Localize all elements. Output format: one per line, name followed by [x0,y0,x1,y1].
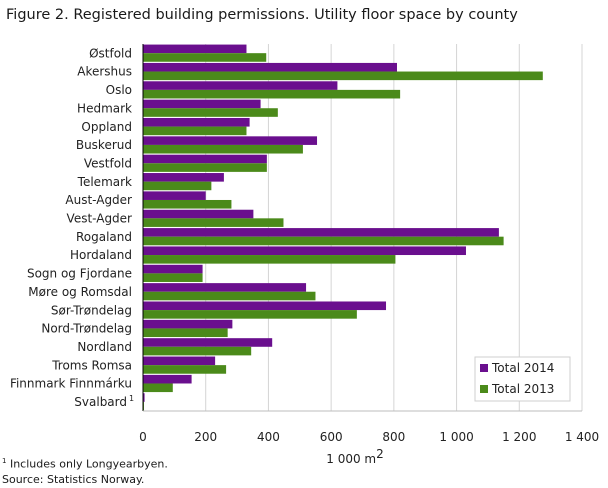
bar-total-2014-aust-agder [143,191,206,200]
x-tick-label: 1 000 [439,430,473,444]
bar-total-2014-troms-romsa [143,356,216,366]
bar-total-2014-oslo [143,81,338,90]
bar-total-2014-hordaland [143,246,466,256]
category-label: Hedmark [77,101,132,115]
category-label: Møre og Romsdal [28,285,132,299]
x-tick-labels: 0 200 400 600 800 1 000 1 200 1 400 [139,430,599,444]
category-label: Aust-Agder [65,193,132,207]
category-label: Sogn og Fjordane [27,267,132,281]
bar-total-2014-akershus [143,62,397,72]
legend-swatch-total-2013 [480,385,488,393]
legend-label-total-2013: Total 2013 [491,382,554,396]
bar-total-2013-rogaland [143,236,504,246]
bar-total-2013-oppland [143,126,247,136]
bar-total-2014-nordland [143,338,273,347]
category-label: Finnmark Finnmárku [10,377,132,391]
bar-total-2014-rogaland [143,228,499,237]
bar-total-2014-ostfold [143,44,247,54]
bar-total-2013-oslo [143,89,401,99]
bar-total-2014-finnmark-finnmarku [143,374,192,384]
bar-total-2014-sor-trondelag [143,301,387,311]
bar-total-2014-oppland [143,117,250,127]
bar-total-2014-hedmark [143,99,261,109]
x-tick-label: 0 [139,430,147,444]
footnote-text: Includes only Longyearbyen. [9,457,168,471]
bar-total-2013-hedmark [143,108,278,117]
category-label: Telemark [77,175,132,189]
bar-total-2013-troms-romsa [143,365,227,374]
legend: Total 2014 Total 2013 [474,356,571,402]
bar-total-2013-vestfold [143,163,267,172]
category-label: Oslo [106,83,132,97]
bar-total-2013-nord-trondelag [143,328,228,338]
bar-total-2013-nordland [143,346,252,356]
x-tick-label: 1 200 [502,430,536,444]
x-axis-label: 1 000 m2 [326,447,384,466]
legend-box [474,356,571,402]
x-tick-label: 1 400 [565,430,599,444]
bar-total-2014-vestfold [143,154,267,164]
category-label: Rogaland [76,230,132,244]
bar-total-2013-aust-agder [143,199,232,209]
category-label: Akershus [77,65,132,79]
category-label: Vestfold [84,156,132,170]
bar-total-2014-telemark [143,173,224,182]
category-label: Nordland [77,340,132,354]
bar-total-2014-more-og-romsdal [143,283,307,292]
chart-title: Figure 2. Registered building permission… [6,7,518,23]
bar-total-2014-svalbard [143,393,145,402]
x-tick-label: 200 [194,430,217,444]
bar-total-2013-finnmark-finnmarku [143,383,173,393]
category-label: Svalbard [74,395,127,409]
category-label: Sør-Trøndelag [51,303,132,317]
x-tick-label: 400 [257,430,280,444]
bar-total-2014-buskerud [143,136,318,145]
grid-lines [205,44,583,411]
x-tick-label: 600 [320,430,343,444]
bar-total-2013-akershus [143,71,543,81]
source-note: Source: Statistics Norway. [2,473,145,486]
bar-total-2014-sogn-og-fjordane [143,264,203,274]
bar-total-2013-sogn-og-fjordane [143,273,203,282]
legend-label-total-2014: Total 2014 [491,361,554,375]
bar-total-2013-hordaland [143,255,396,264]
bar-total-2013-ostfold [143,53,267,62]
bar-total-2014-vest-agder [143,209,254,219]
footnote: 1 Includes only Longyearbyen. [2,457,168,471]
category-label: Hordaland [70,248,132,262]
bar-total-2013-telemark [143,181,212,191]
category-label: Oppland [81,120,132,134]
category-label: Nord-Trøndelag [41,322,132,336]
category-label: Buskerud [76,138,132,152]
bar-total-2013-more-og-romsdal [143,291,316,301]
x-tick-label: 800 [382,430,405,444]
bar-total-2013-vest-agder [143,218,284,227]
category-label: Troms Romsa [51,358,132,372]
category-label: Østfold [89,46,132,60]
bars [143,44,543,411]
bar-total-2014-nord-trondelag [143,319,233,329]
category-superscript: 1 [129,394,134,403]
category-labels: Østfold Akershus Oslo Hedmark Oppland Buskeru… [10,46,134,409]
bar-total-2013-buskerud [143,144,303,154]
bar-total-2013-sor-trondelag [143,310,357,319]
category-label: Vest-Agder [67,212,133,226]
legend-swatch-total-2014 [480,364,488,372]
footnote-marker: 1 [2,457,7,465]
axes [142,44,582,412]
